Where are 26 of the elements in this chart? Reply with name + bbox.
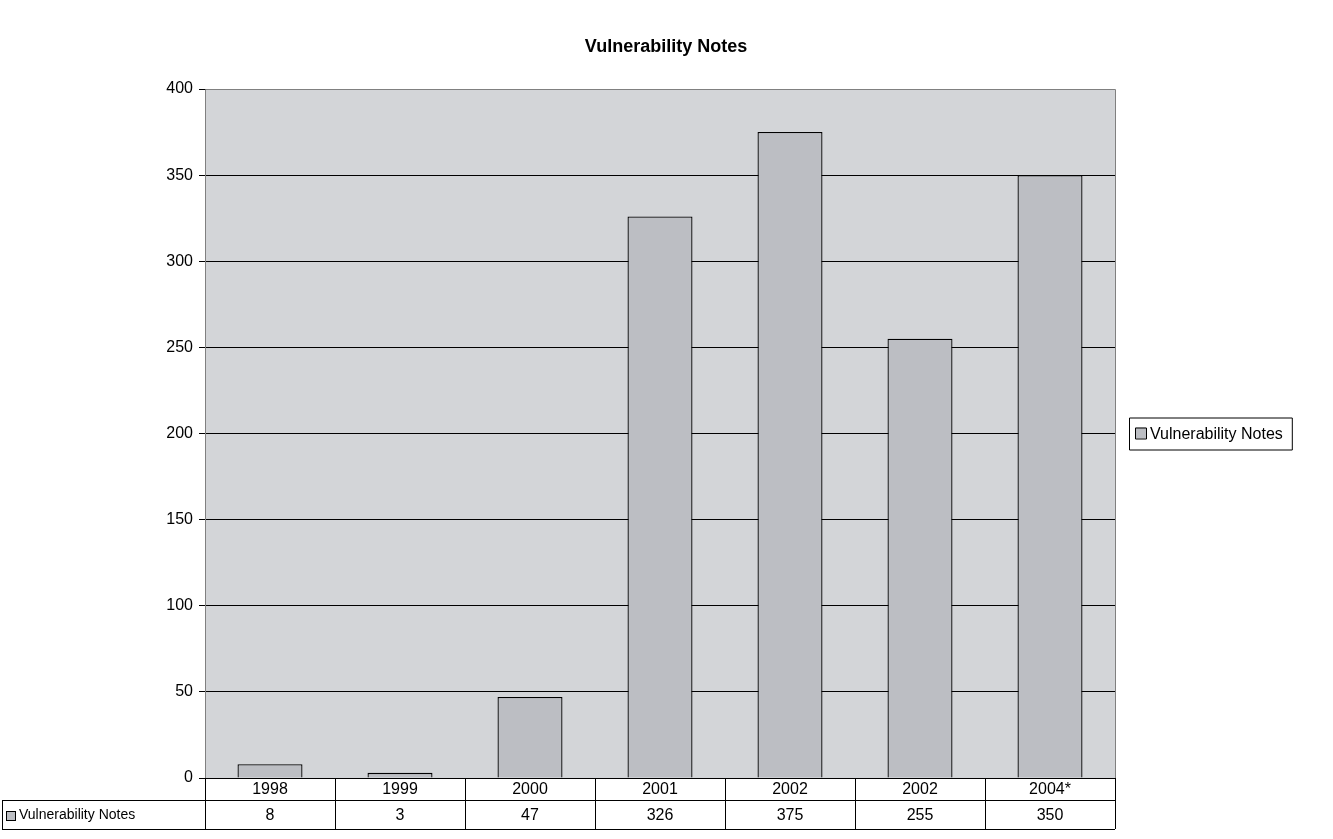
- y-tick-label: 300: [166, 251, 194, 269]
- y-tick-label: 100: [166, 596, 194, 614]
- x-tick-label: 2001: [642, 780, 678, 798]
- y-tick-label: 50: [175, 682, 194, 700]
- x-tick-label: 2002: [772, 780, 808, 798]
- x-tick-label: 1999: [382, 780, 418, 798]
- x-tick-label: 2004*: [1029, 780, 1071, 798]
- data-label: 3: [395, 805, 405, 823]
- x-tick-label: 2002: [902, 780, 938, 798]
- data-label: 350: [1036, 805, 1064, 823]
- data-label: 326: [646, 805, 674, 823]
- y-tick-label: 250: [166, 337, 194, 355]
- y-tick-label: 200: [166, 423, 194, 441]
- y-tick-label: 350: [166, 165, 194, 183]
- data-label: 255: [906, 805, 934, 823]
- x-tick-label: 2000: [512, 780, 548, 798]
- y-tick-label: 150: [166, 510, 194, 528]
- data-label: 47: [521, 805, 539, 823]
- y-tick-label: 400: [166, 79, 194, 97]
- data-label: 8: [265, 805, 275, 823]
- chart-title: Vulnerability Notes: [584, 35, 748, 56]
- legend-label: Vulnerability Notes: [1150, 424, 1283, 442]
- data-label: 375: [776, 805, 804, 823]
- x-tick-label: 1998: [252, 780, 288, 798]
- text: Vulnerability Notes: [19, 806, 136, 823]
- y-tick-label: 0: [184, 768, 194, 786]
